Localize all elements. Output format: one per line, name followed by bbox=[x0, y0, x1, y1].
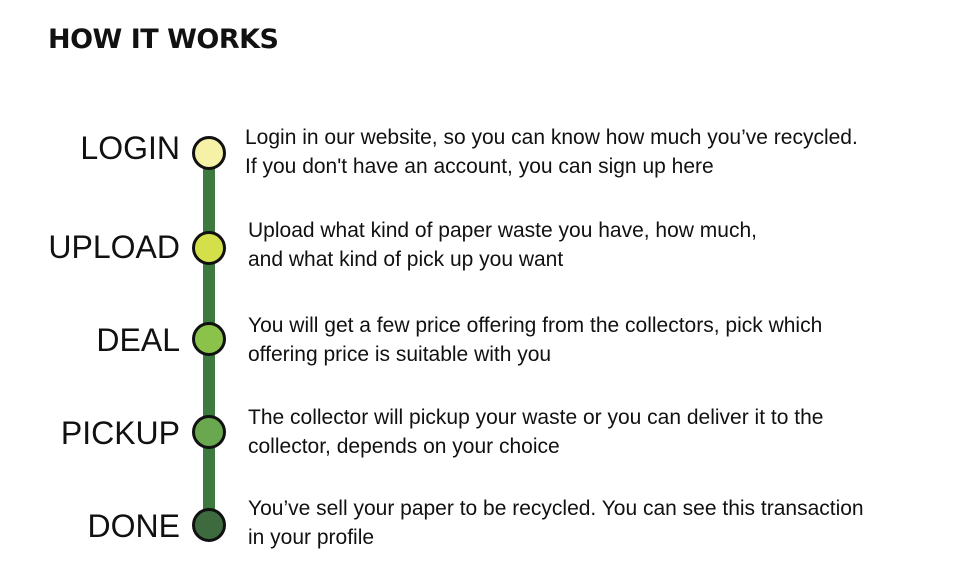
step-circle-icon bbox=[192, 322, 226, 356]
step-circle-icon bbox=[192, 508, 226, 542]
step-description-line: You’ve sell your paper to be recycled. Y… bbox=[248, 497, 864, 520]
step-description-line: in your profile bbox=[248, 526, 375, 549]
step-done: DONE You’ve sell your paper to be recycl… bbox=[0, 497, 959, 568]
step-description-line: The collector will pickup your waste or … bbox=[248, 406, 824, 429]
step-description: Login in our website, so you can know ho… bbox=[245, 123, 858, 181]
step-description-line: If you don't have an account, you can si… bbox=[245, 155, 714, 178]
step-upload: UPLOAD Upload what kind of paper waste y… bbox=[0, 219, 959, 289]
step-description: You’ve sell your paper to be recycled. Y… bbox=[248, 494, 864, 552]
step-description-line: collector, depends on your choice bbox=[248, 435, 560, 458]
step-description-line: offering price is suitable with you bbox=[248, 343, 552, 366]
step-description: Upload what kind of paper waste you have… bbox=[248, 216, 757, 274]
step-label: UPLOAD bbox=[48, 229, 180, 265]
step-pickup: PICKUP The collector will pickup your wa… bbox=[0, 406, 959, 475]
step-description: You will get a few price offering from t… bbox=[248, 311, 822, 369]
step-description-line: and what kind of pick up you want bbox=[248, 248, 564, 271]
step-label: DONE bbox=[87, 508, 180, 544]
step-label: PICKUP bbox=[60, 415, 180, 451]
step-circle-icon bbox=[192, 415, 226, 449]
step-description: The collector will pickup your waste or … bbox=[248, 403, 823, 461]
step-label: LOGIN bbox=[80, 130, 180, 166]
step-description-line: Upload what kind of paper waste you have… bbox=[248, 219, 757, 242]
page-title: HOW IT WORKS bbox=[48, 24, 279, 55]
step-description-line: You will get a few price offering from t… bbox=[248, 314, 823, 337]
step-login: LOGIN Login in our website, so you can k… bbox=[0, 126, 959, 190]
step-description-line: Login in our website, so you can know ho… bbox=[245, 126, 858, 149]
step-circle-icon bbox=[192, 231, 226, 265]
step-circle-icon bbox=[192, 136, 226, 170]
step-deal: DEAL You will get a few price offering f… bbox=[0, 314, 959, 382]
step-label: DEAL bbox=[96, 322, 180, 358]
